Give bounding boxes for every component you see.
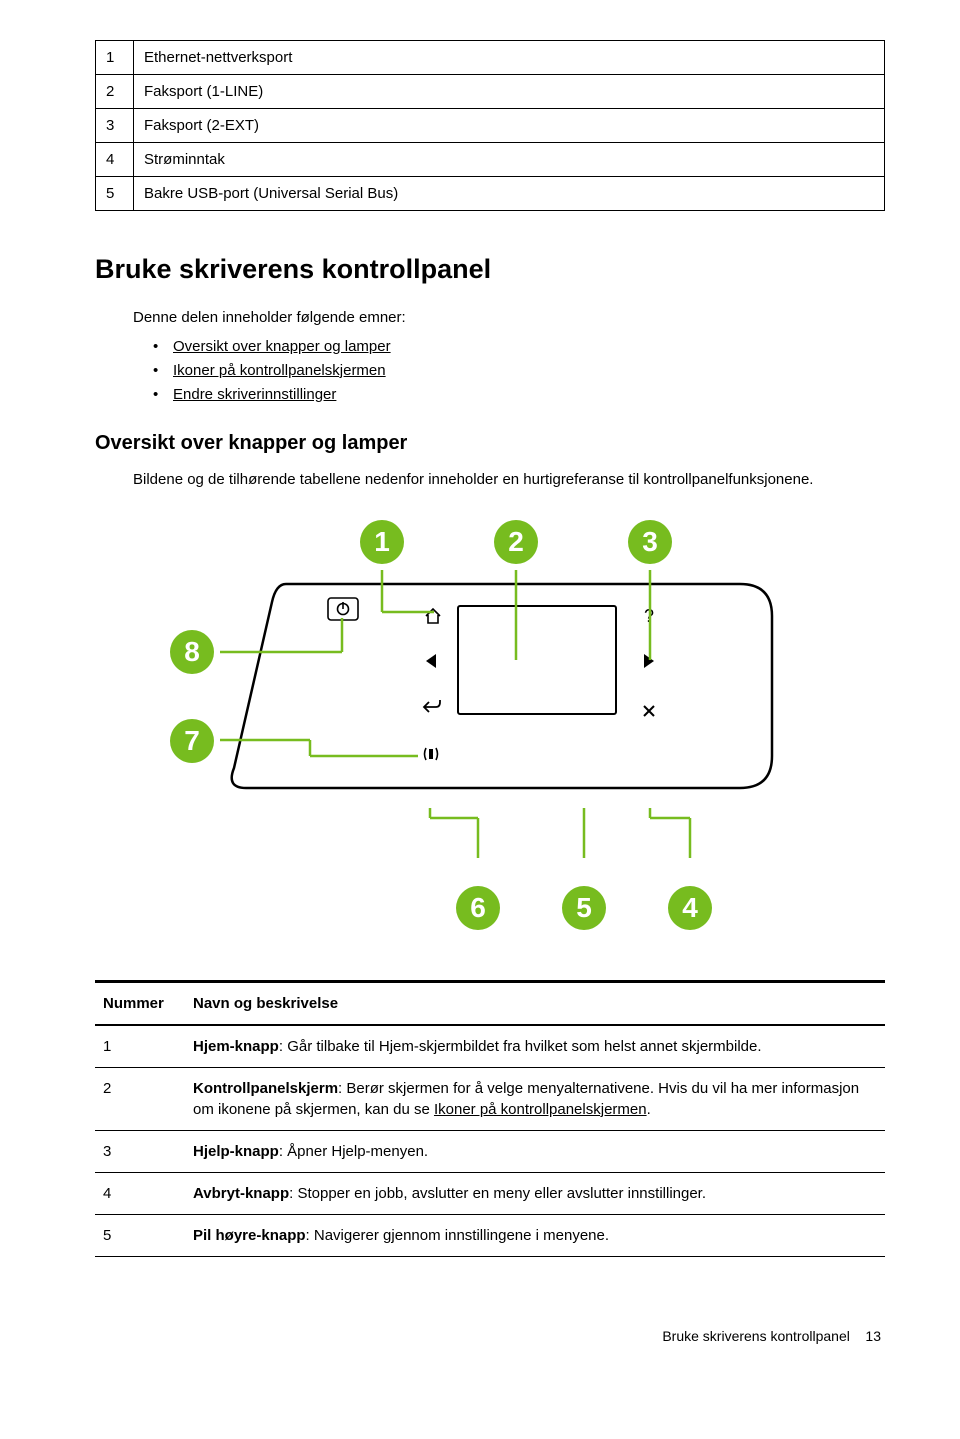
row-desc: Hjelp-knapp: Åpner Hjelp-menyen. — [185, 1130, 885, 1172]
bottom-leaders — [180, 808, 800, 868]
row-desc: Hjem-knapp: Går tilbake til Hjem-skjermb… — [185, 1025, 885, 1068]
table-row: 2 Kontrollpanelskjerm: Berør skjermen fo… — [95, 1067, 885, 1130]
table-row: 3 Faksport (2-EXT) — [96, 109, 885, 143]
port-label: Strøminntak — [134, 143, 885, 177]
header-number: Nummer — [95, 981, 185, 1025]
callout-2: 2 — [494, 520, 538, 564]
topic-link[interactable]: Oversikt over knapper og lamper — [173, 338, 391, 355]
port-num: 3 — [96, 109, 134, 143]
section-title: Bruke skriverens kontrollpanel — [95, 251, 885, 289]
port-label: Ethernet-nettverksport — [134, 41, 885, 75]
callout-1: 1 — [360, 520, 404, 564]
topic-item[interactable]: Endre skriverinnstillinger — [153, 384, 885, 405]
row-num: 4 — [95, 1172, 185, 1214]
port-label: Faksport (1-LINE) — [134, 75, 885, 109]
row-desc: Pil høyre-knapp: Navigerer gjennom innst… — [185, 1214, 885, 1256]
callout-6: 6 — [456, 886, 500, 930]
topic-list: Oversikt over knapper og lamper Ikoner p… — [95, 336, 885, 405]
page-footer: Bruke skriverens kontrollpanel 13 — [95, 1327, 885, 1347]
port-label: Bakre USB-port (Universal Serial Bus) — [134, 177, 885, 211]
row-num: 3 — [95, 1130, 185, 1172]
header-desc: Navn og beskrivelse — [185, 981, 885, 1025]
row-num: 2 — [95, 1067, 185, 1130]
table-row: 5 Bakre USB-port (Universal Serial Bus) — [96, 177, 885, 211]
table-row: 5 Pil høyre-knapp: Navigerer gjennom inn… — [95, 1214, 885, 1256]
panel-outline — [232, 584, 772, 788]
topic-link[interactable]: Endre skriverinnstillinger — [173, 386, 336, 403]
left-arrow-icon — [426, 654, 436, 668]
table-row: 2 Faksport (1-LINE) — [96, 75, 885, 109]
back-icon — [424, 700, 440, 712]
table-row: 4 Avbryt-knapp: Stopper en jobb, avslutt… — [95, 1172, 885, 1214]
cancel-icon — [644, 706, 654, 716]
row-num: 1 — [95, 1025, 185, 1068]
topic-item[interactable]: Oversikt over knapper og lamper — [153, 336, 885, 357]
table-row: 1 Ethernet-nettverksport — [96, 41, 885, 75]
intro-text: Denne delen inneholder følgende emner: — [95, 307, 885, 328]
subsection-title: Oversikt over knapper og lamper — [95, 429, 885, 457]
row-desc: Kontrollpanelskjerm: Berør skjermen for … — [185, 1067, 885, 1130]
topic-link[interactable]: Ikoner på kontrollpanelskjermen — [173, 362, 386, 379]
row-desc: Avbryt-knapp: Stopper en jobb, avslutter… — [185, 1172, 885, 1214]
port-num: 4 — [96, 143, 134, 177]
port-num: 1 — [96, 41, 134, 75]
control-panel-diagram: 1 2 3 8 7 — [180, 520, 800, 930]
screen-rect — [458, 606, 616, 714]
ports-table: 1 Ethernet-nettverksport 2 Faksport (1-L… — [95, 40, 885, 211]
table-row: 4 Strøminntak — [96, 143, 885, 177]
callout-7: 7 — [170, 719, 214, 763]
panel-svg: ? — [220, 570, 780, 820]
callout-8: 8 — [170, 630, 214, 674]
subsection-desc: Bildene og de tilhørende tabellene neden… — [95, 469, 885, 490]
table-row: 3 Hjelp-knapp: Åpner Hjelp-menyen. — [95, 1130, 885, 1172]
inline-link[interactable]: Ikoner på kontrollpanelskjermen — [434, 1101, 647, 1118]
callout-5: 5 — [562, 886, 606, 930]
port-num: 2 — [96, 75, 134, 109]
wireless-icon — [425, 748, 438, 760]
callout-4: 4 — [668, 886, 712, 930]
footer-page: 13 — [865, 1328, 881, 1344]
port-label: Faksport (2-EXT) — [134, 109, 885, 143]
callout-3: 3 — [628, 520, 672, 564]
row-num: 5 — [95, 1214, 185, 1256]
power-icon — [338, 602, 349, 615]
topic-item[interactable]: Ikoner på kontrollpanelskjermen — [153, 360, 885, 381]
description-table: Nummer Navn og beskrivelse 1 Hjem-knapp:… — [95, 980, 885, 1257]
footer-text: Bruke skriverens kontrollpanel — [662, 1328, 850, 1344]
table-row: 1 Hjem-knapp: Går tilbake til Hjem-skjer… — [95, 1025, 885, 1068]
port-num: 5 — [96, 177, 134, 211]
